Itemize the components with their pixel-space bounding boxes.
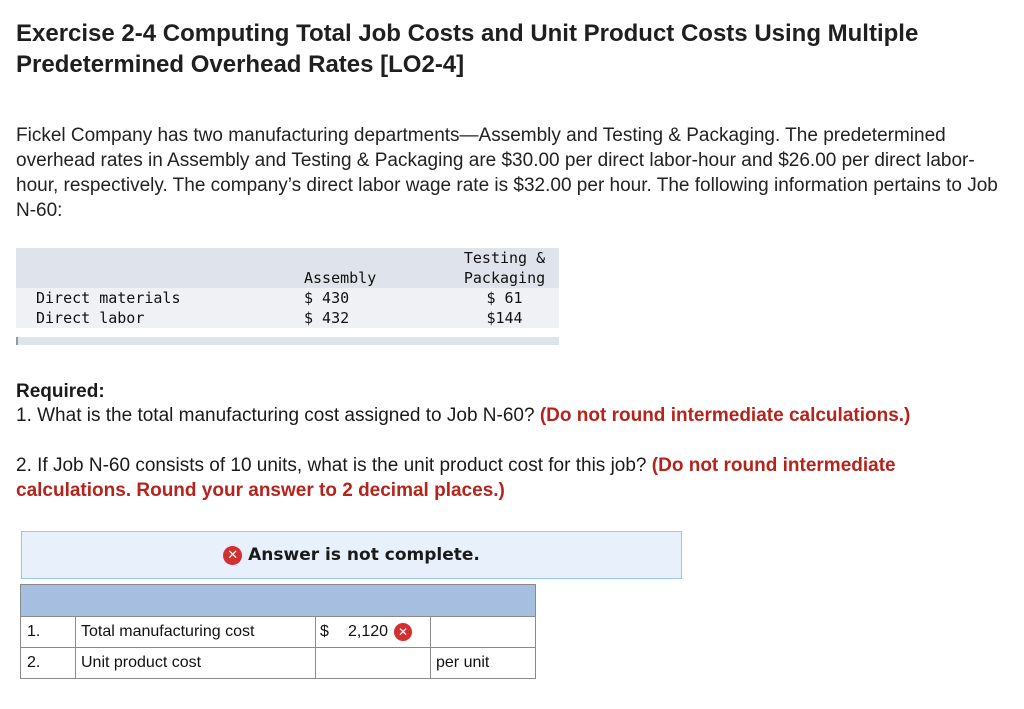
answer-table-header [20, 584, 536, 617]
answer-status-banner: ✕ Answer is not complete. [21, 531, 682, 579]
currency-symbol: $ [320, 623, 329, 640]
incorrect-icon: ✕ [394, 623, 413, 641]
page-title: Exercise 2-4 Computing Total Job Costs a… [16, 20, 919, 78]
answer-value: 2,120 [348, 623, 389, 640]
required-heading: Required: [16, 381, 105, 402]
table-header-row: Assembly Testing & Packaging [16, 248, 559, 288]
question-2-note: (Do not round intermediate calculations.… [16, 455, 896, 501]
testing-value: $144 [450, 308, 559, 328]
question-2: 2. If Job N-60 consists of 10 units, wha… [16, 455, 896, 501]
header-testing-packaging: Testing & Packaging [450, 248, 559, 288]
testing-value: $ 61 [450, 288, 559, 308]
table-row: Direct labor $ 432 $144 [16, 308, 559, 328]
header-assembly: Assembly [258, 248, 450, 288]
row-label: Unit product cost [75, 647, 316, 679]
unit-cell: per unit [430, 647, 536, 679]
table-row: 1. Total manufacturing cost $ 2,120 ✕ [20, 616, 536, 648]
unit-cell [430, 616, 536, 648]
table-row: 2. Unit product cost per unit [20, 647, 536, 679]
question-1-note: (Do not round intermediate calculations.… [539, 405, 911, 426]
answer-table: 1. Total manufacturing cost $ 2,120 ✕ 2.… [20, 584, 536, 679]
banner-text: Answer is not complete. [248, 545, 480, 565]
row-number: 1. [20, 616, 76, 648]
header-blank [16, 248, 258, 288]
total-cost-input[interactable]: $ 2,120 ✕ [315, 616, 431, 648]
x-circle-icon: ✕ [223, 545, 243, 565]
assembly-value: $ 432 [258, 308, 450, 328]
answer-header-cell [20, 584, 536, 617]
unit-cost-input[interactable] [315, 647, 431, 679]
row-number: 2. [20, 647, 76, 679]
row-label: Direct materials [16, 288, 258, 308]
job-data-table: Assembly Testing & Packaging Direct mater… [16, 248, 559, 328]
problem-description: Fickel Company has two manufacturing dep… [16, 125, 998, 221]
row-label: Direct labor [16, 308, 258, 328]
assembly-value: $ 430 [258, 288, 450, 308]
table-row: Direct materials $ 430 $ 61 [16, 288, 559, 308]
table-footer-bar [16, 337, 559, 345]
row-label: Total manufacturing cost [75, 616, 316, 648]
question-1: 1. What is the total manufacturing cost … [16, 405, 911, 426]
